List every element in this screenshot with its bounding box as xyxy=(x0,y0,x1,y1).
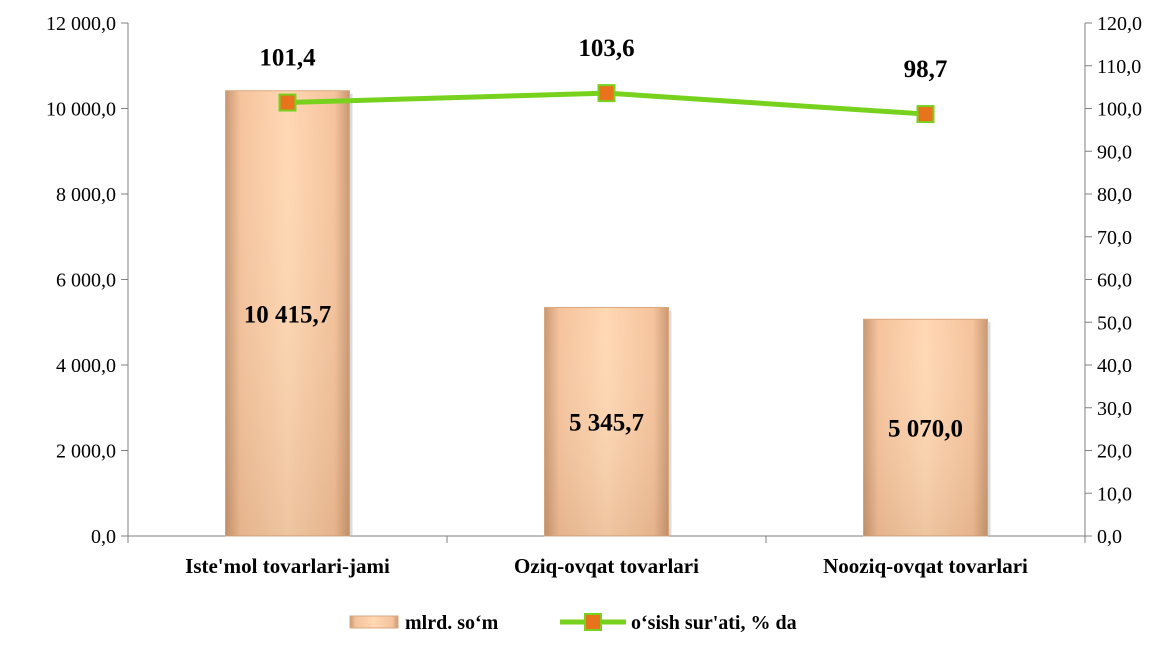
right-tick-label: 110,0 xyxy=(1097,56,1141,78)
legend: mlrd. so‘m o‘sish sur'ati, % da xyxy=(349,612,797,634)
left-tick-label: 4 000,0 xyxy=(56,355,116,377)
bar-shade xyxy=(863,319,988,536)
left-tick-label: 8 000,0 xyxy=(56,184,116,206)
growth-marker xyxy=(916,105,935,124)
growth-marker xyxy=(278,93,297,112)
right-tick-label: 80,0 xyxy=(1097,184,1132,206)
left-tick-label: 10 000,0 xyxy=(46,99,116,121)
left-tick-label: 6 000,0 xyxy=(56,270,116,292)
bar-shade xyxy=(544,307,669,536)
growth-value-label: 101,4 xyxy=(259,45,316,72)
bar-shade xyxy=(225,90,350,537)
growth-value-label: 98,7 xyxy=(904,56,948,83)
left-tick-label: 12 000,0 xyxy=(46,13,116,35)
legend-line-label: o‘sish sur'ati, % da xyxy=(631,612,797,634)
right-tick-label: 0,0 xyxy=(1097,526,1122,548)
right-tick-label: 100,0 xyxy=(1097,99,1142,121)
right-tick-label: 30,0 xyxy=(1097,398,1132,420)
bar-series xyxy=(225,90,991,537)
right-tick-label: 10,0 xyxy=(1097,483,1132,505)
bar-value-label: 5 070,0 xyxy=(888,416,963,443)
growth-marker xyxy=(597,84,616,103)
left-tick-label: 2 000,0 xyxy=(56,441,116,463)
legend-bar-label: mlrd. so‘m xyxy=(405,612,499,634)
legend-line-marker xyxy=(584,613,602,631)
data-labels: 10 415,7 5 345,7 5 070,0 101,4 103,6 98,7 xyxy=(244,35,963,443)
category-label: Nooziq-ovqat tovarlari xyxy=(823,554,1028,578)
bar-value-label: 5 345,7 xyxy=(569,410,644,437)
category-label: Iste'mol tovarlari-jami xyxy=(185,554,390,578)
right-tick-label: 20,0 xyxy=(1097,441,1132,463)
right-tick-label: 70,0 xyxy=(1097,227,1132,249)
line-series xyxy=(278,84,935,124)
right-tick-label: 90,0 xyxy=(1097,141,1132,163)
category-label: Oziq-ovqat tovarlari xyxy=(514,554,699,578)
right-tick-label: 40,0 xyxy=(1097,355,1132,377)
bar-value-label: 10 415,7 xyxy=(244,301,332,328)
right-tick-label: 120,0 xyxy=(1097,13,1142,35)
right-tick-label: 60,0 xyxy=(1097,270,1132,292)
legend-bar-swatch xyxy=(349,615,399,629)
axes: 0,0 2 000,0 4 000,0 6 000,0 8 000,0 10 000,0 1… xyxy=(46,13,1142,578)
right-tick-label: 50,0 xyxy=(1097,312,1132,334)
left-tick-label: 0,0 xyxy=(91,526,116,548)
growth-value-label: 103,6 xyxy=(578,35,634,62)
